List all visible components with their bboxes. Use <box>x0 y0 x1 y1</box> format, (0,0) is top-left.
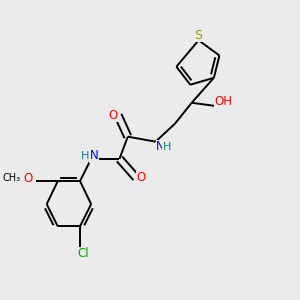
Text: O: O <box>23 172 32 185</box>
Text: CH₃: CH₃ <box>2 173 20 183</box>
Text: S: S <box>195 29 203 42</box>
Text: H: H <box>163 142 171 152</box>
Text: N: N <box>156 140 165 153</box>
Text: Cl: Cl <box>77 247 88 260</box>
Text: H: H <box>81 151 89 160</box>
Text: N: N <box>89 149 98 162</box>
Text: O: O <box>136 171 146 184</box>
Text: O: O <box>108 109 118 122</box>
Text: OH: OH <box>214 95 232 108</box>
